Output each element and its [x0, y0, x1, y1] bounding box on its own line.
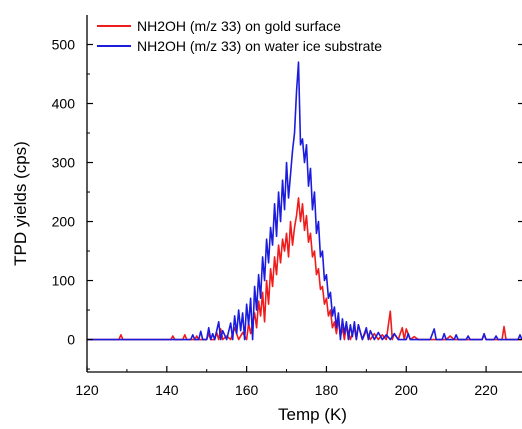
y-axis-title: TPD yields (cps)	[11, 141, 30, 266]
x-tick-label: 160	[235, 382, 259, 398]
plot-area	[87, 61, 522, 341]
x-tick-label: 180	[315, 382, 339, 398]
x-tick-label: 140	[155, 382, 179, 398]
x-tick-label: 200	[395, 382, 419, 398]
x-axis-title: Temp (K)	[278, 405, 347, 424]
series-line-gold-surface	[87, 197, 522, 341]
x-tick-label: 220	[474, 382, 498, 398]
legend-label-water-ice: NH2OH (m/z 33) on water ice substrate	[137, 38, 382, 54]
y-tick-label: 300	[52, 155, 76, 171]
axes: 0 100 200 300 400 500 120 140 160 180 200 220 Temp (…	[11, 15, 522, 424]
legend-label-gold-surface: NH2OH (m/z 33) on gold surface	[137, 18, 341, 34]
y-tick-label: 0	[67, 332, 75, 348]
y-tick-label: 100	[52, 273, 76, 289]
y-tick-label: 200	[52, 214, 76, 230]
series-line-water-ice	[87, 61, 522, 341]
legend: NH2OH (m/z 33) on gold surface NH2OH (m/z…	[97, 18, 382, 54]
x-tick-label: 120	[75, 382, 99, 398]
y-tick-label: 400	[52, 96, 76, 112]
y-tick-label: 500	[52, 37, 76, 53]
